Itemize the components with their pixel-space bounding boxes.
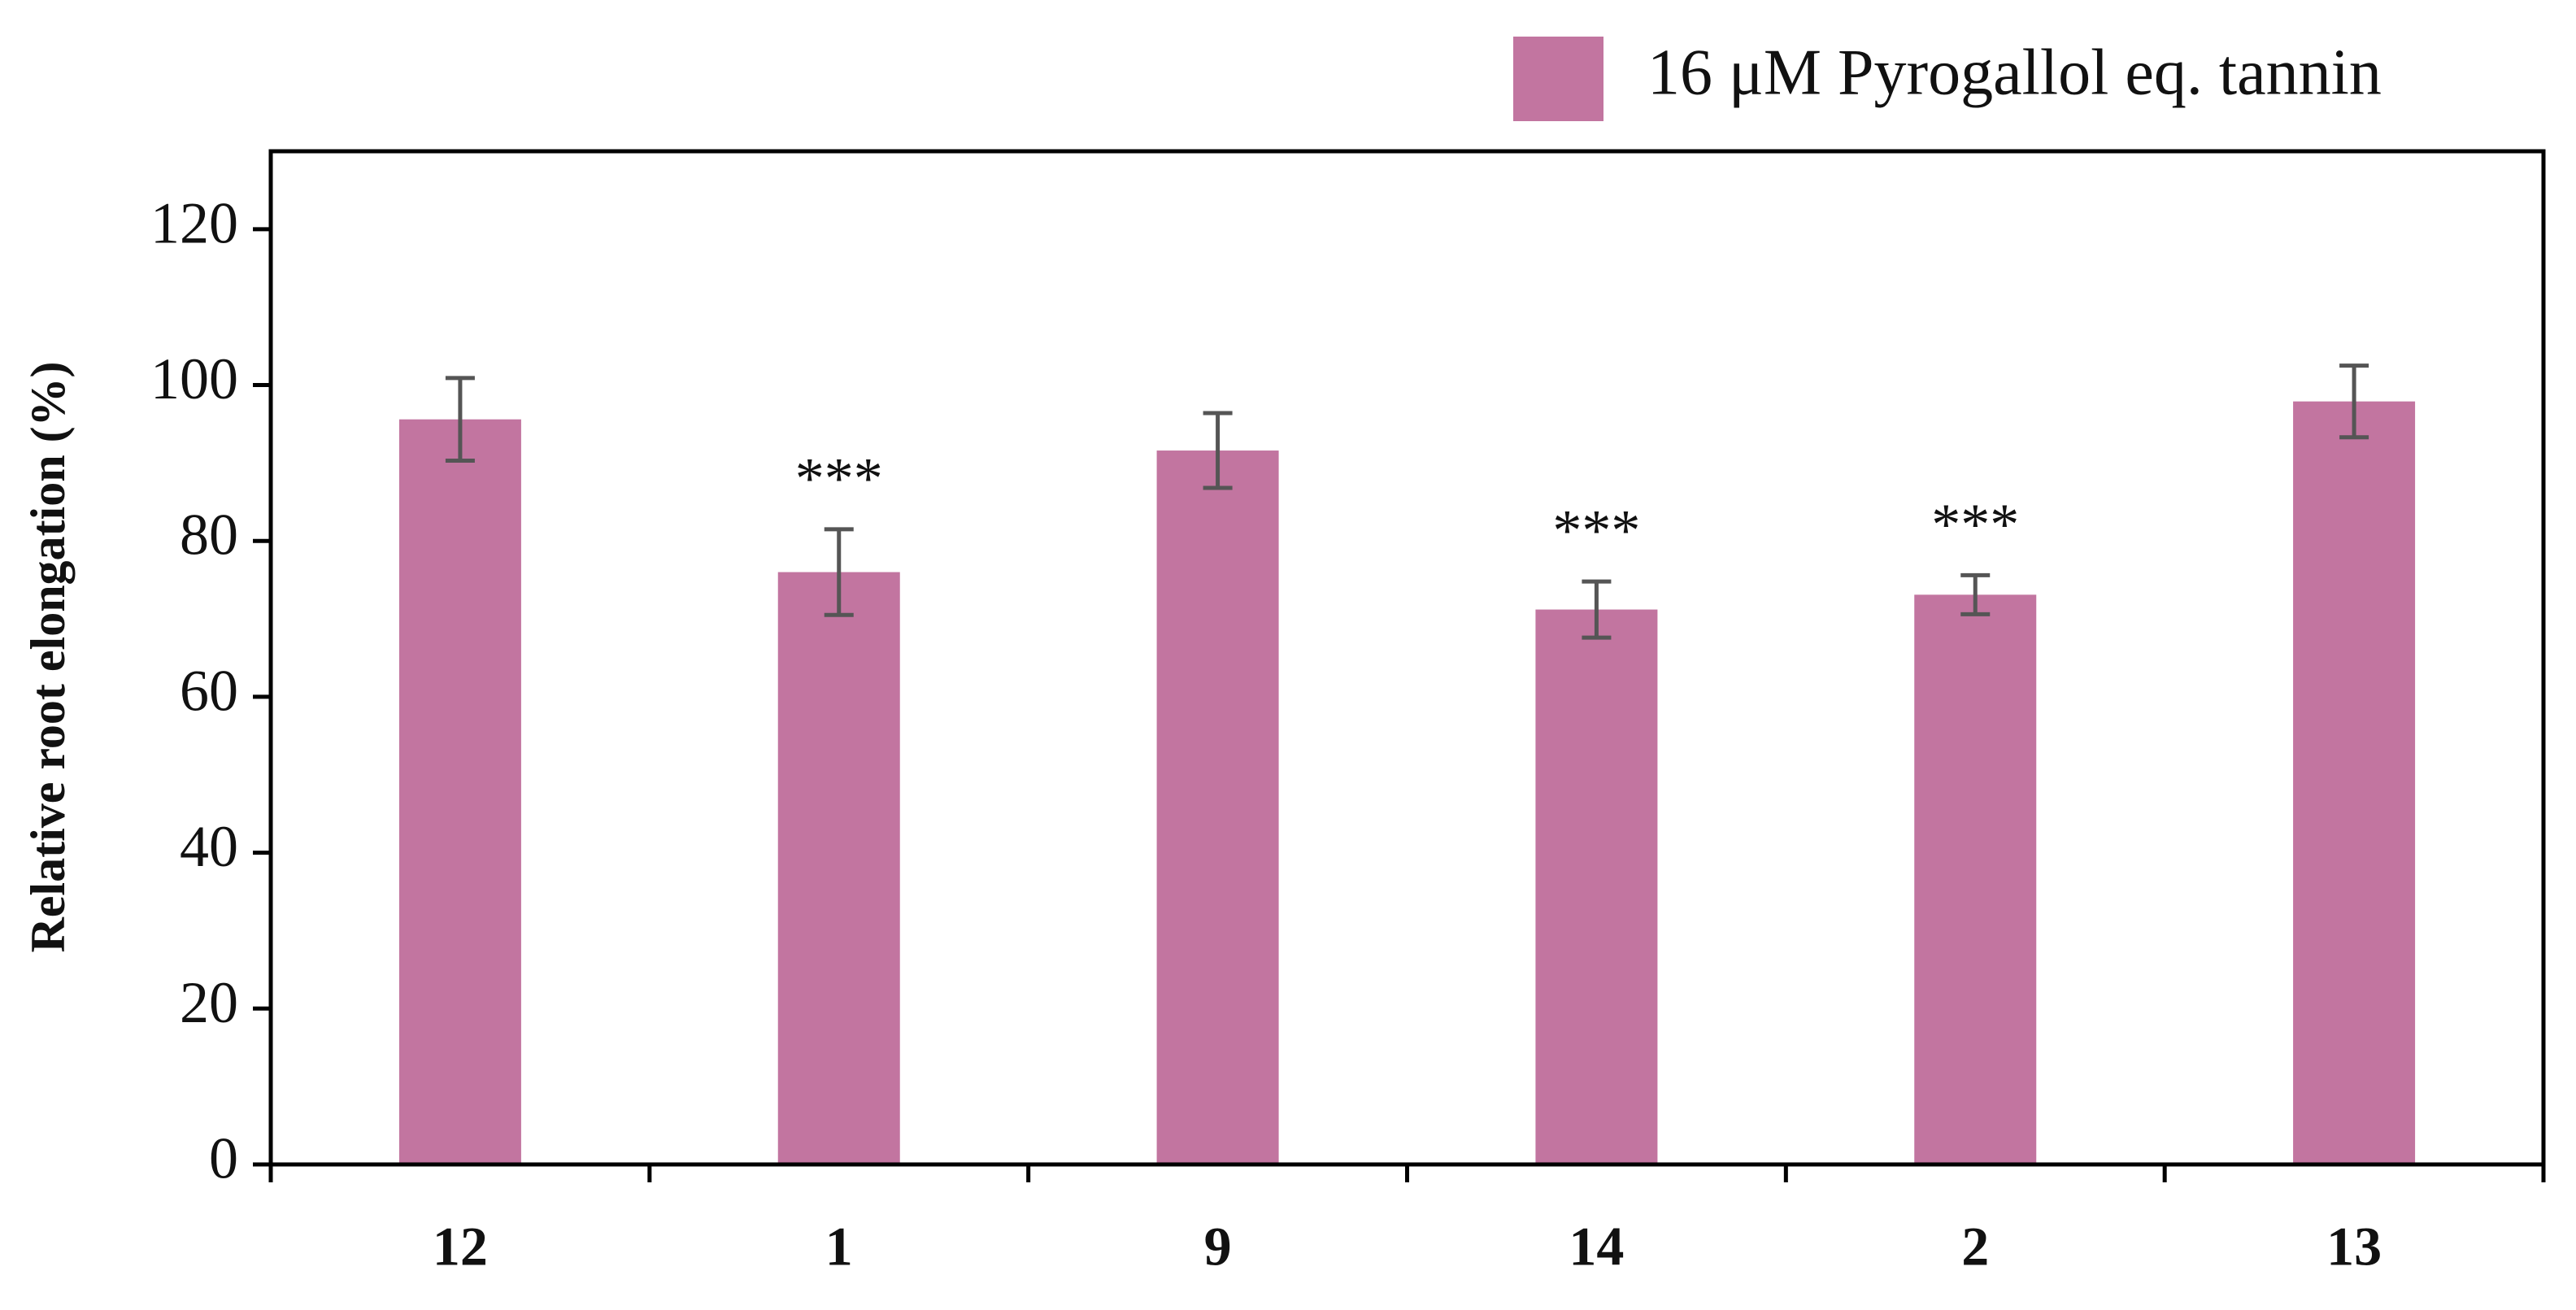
y-tick-label: 120 [150,190,238,255]
bar [2293,401,2416,1165]
error-bar [1960,572,1991,616]
bar [1535,609,1658,1164]
y-tick-label: 40 [180,814,238,879]
y-tick-label: 80 [180,503,238,568]
x-tick-label: 14 [1569,1216,1624,1277]
y-tick-label: 20 [180,970,238,1035]
x-tick-label: 13 [2326,1216,2382,1277]
error-bar [1582,579,1612,640]
bar [1914,594,2037,1164]
x-tick-label: 9 [1204,1216,1232,1277]
bar [777,572,900,1164]
y-tick-label: 100 [150,346,238,411]
y-axis-label: Relative root elongation (%) [21,361,75,952]
error-bar [2339,363,2369,440]
bar [1156,450,1279,1164]
y-tick-label: 60 [180,658,238,723]
error-bar [1203,411,1233,490]
annotation: *** [1931,492,2019,557]
y-tick-label: 0 [209,1126,238,1191]
annotation: *** [1552,498,1640,564]
plot-frame [268,149,2546,1167]
annotation: *** [795,446,883,511]
error-bar [445,376,475,464]
bar [398,419,521,1164]
legend-label: 16 μM Pyrogallol eq. tannin [1647,37,2382,108]
error-bar [824,527,854,617]
x-tick-label: 12 [433,1216,488,1277]
x-tick-label: 2 [1961,1216,1989,1277]
legend-swatch [1513,37,1603,121]
x-tick-label: 1 [825,1216,853,1277]
